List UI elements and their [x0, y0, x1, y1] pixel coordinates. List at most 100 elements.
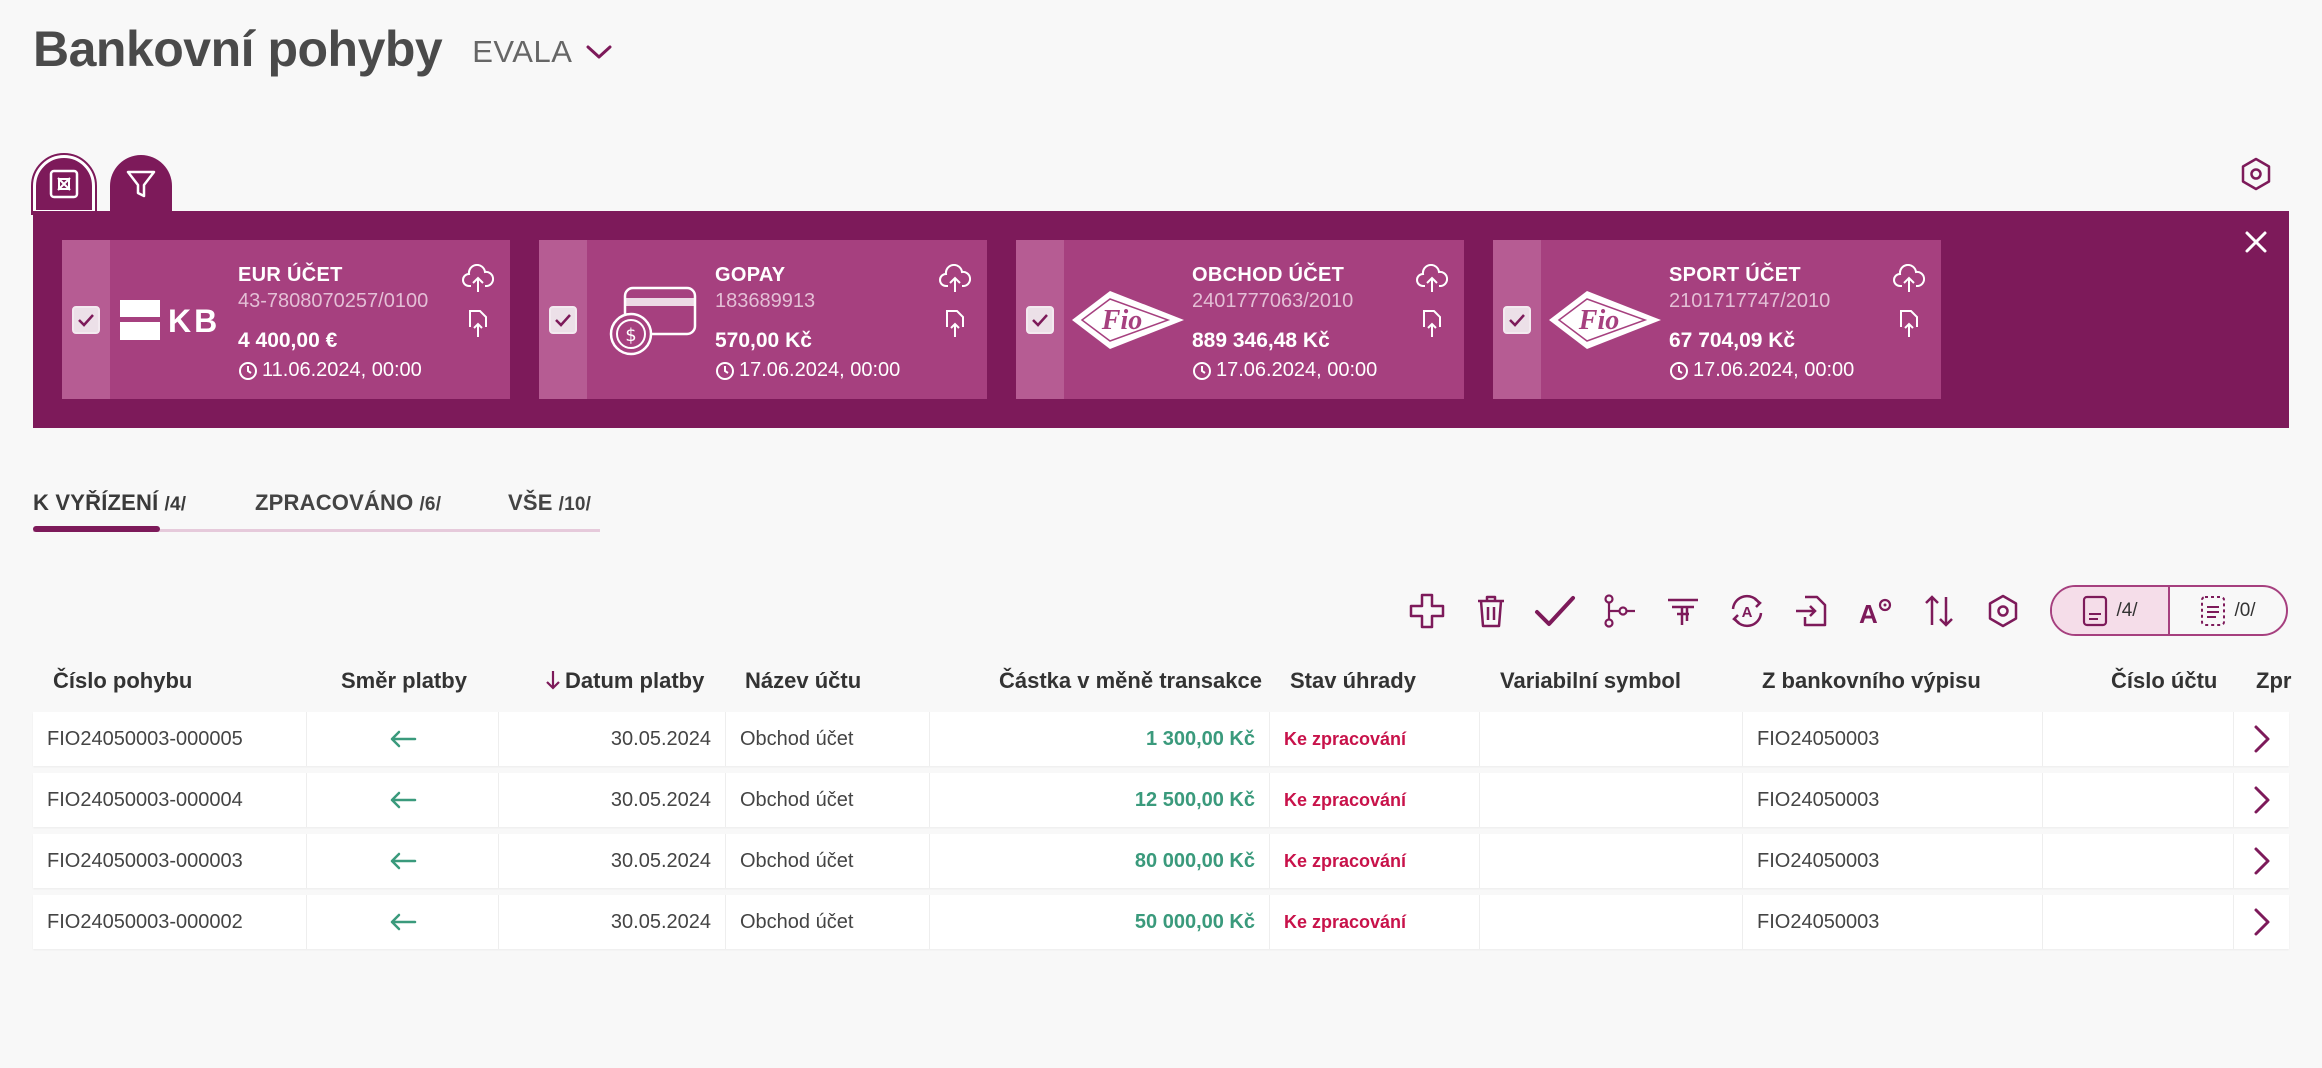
filter-lines-icon[interactable]	[1651, 582, 1715, 640]
cloud-upload-icon[interactable]	[1893, 263, 1926, 299]
cell-account: Obchod účet	[740, 788, 854, 811]
table-cell: Ke zpracování	[1270, 712, 1480, 766]
cloud-upload-icon[interactable]	[939, 263, 972, 299]
chevron-right-icon[interactable]	[2234, 773, 2289, 827]
cell-id: FIO24050003-000004	[47, 788, 243, 811]
table-cell: FIO24050003-000003	[33, 834, 307, 888]
delete-icon[interactable]	[1459, 582, 1523, 640]
status-badge: Ke zpracování	[1284, 850, 1407, 871]
account-card[interactable]: Fio SPORT ÚČET 2101717747/2010 67 704,09…	[1493, 240, 1941, 399]
document-dashed-icon	[2201, 595, 2226, 626]
chevron-right-icon[interactable]	[2234, 712, 2289, 766]
svg-text:A: A	[1859, 599, 1878, 629]
account-date: 17.06.2024, 00:00	[739, 359, 901, 381]
account-checkbox[interactable]	[72, 305, 100, 334]
text-settings-icon[interactable]: A	[1843, 582, 1907, 640]
clock-icon	[1193, 361, 1211, 380]
column-header[interactable]: Variabilní symbol	[1500, 668, 1681, 693]
table-cell	[1480, 895, 1743, 949]
account-balance: 570,00 Kč	[715, 329, 812, 352]
column-header[interactable]: Zpr	[2256, 668, 2292, 693]
column-header[interactable]: Název účtu	[745, 668, 862, 693]
account-checkbox[interactable]	[1503, 305, 1531, 334]
table-row[interactable]: FIO24050003-000002 30.05.2024 Obchod účet 5…	[33, 895, 2289, 949]
tab-label: ZPRACOVÁNO	[255, 490, 414, 515]
chevron-right-icon[interactable]	[2234, 834, 2289, 888]
column-header[interactable]: Číslo účtu	[2111, 668, 2218, 693]
file-upload-icon[interactable]	[1895, 307, 1923, 344]
account-checkbox[interactable]	[1026, 305, 1054, 334]
account-number: 2401777063/2010	[1192, 290, 1354, 312]
fio-logo: Fio	[1064, 240, 1192, 399]
accounts-panel-tab[interactable]	[31, 153, 97, 215]
page-header: Bankovní pohyby EVALA	[33, 20, 612, 78]
add-icon[interactable]	[1395, 582, 1459, 640]
file-upload-icon[interactable]	[464, 307, 492, 344]
sort-icon[interactable]	[1907, 582, 1971, 640]
table-cell: FIO24050003-000005	[33, 712, 307, 766]
tab-zpracovano[interactable]: ZPRACOVÁNO/6/	[255, 490, 441, 516]
chevron-right-icon[interactable]	[2234, 895, 2289, 949]
column-header[interactable]: Stav úhrady	[1290, 668, 1416, 693]
cell-account: Obchod účet	[740, 849, 854, 872]
tab-k-vyrizeni[interactable]: K VYŘÍZENÍ/4/	[33, 490, 186, 516]
tab-label: K VYŘÍZENÍ	[33, 490, 159, 515]
account-card[interactable]: Fio OBCHOD ÚČET 2401777063/2010 889 346,…	[1016, 240, 1464, 399]
table-cell	[2043, 773, 2234, 827]
settings-icon[interactable]	[1971, 582, 2035, 640]
file-upload-icon[interactable]	[941, 307, 969, 344]
clock-icon	[716, 361, 734, 380]
detail-view-button[interactable]: /0/	[2170, 587, 2286, 634]
column-header[interactable]: Číslo pohybu	[53, 668, 193, 693]
incoming-arrow-icon	[307, 712, 499, 766]
account-card[interactable]: $ GOPAY 183689913 570,00 Kč 17.06.2024, …	[539, 240, 987, 399]
column-header-sorted[interactable]: Datum platby	[545, 668, 704, 694]
svg-text:$: $	[625, 325, 636, 346]
table-cell	[2043, 834, 2234, 888]
table-cell: FIO24050003	[1743, 834, 2043, 888]
accounts-panel: KB EUR ÚČET 43-7808070257/0100 4 400,00 …	[33, 211, 2289, 428]
table-cell: Ke zpracování	[1270, 895, 1480, 949]
column-header[interactable]: Směr platby	[341, 668, 467, 693]
column-header[interactable]: Z bankovního výpisu	[1762, 668, 1981, 693]
table-row[interactable]: FIO24050003-000004 30.05.2024 Obchod účet 1…	[33, 773, 2289, 827]
auto-assign-icon[interactable]: A	[1715, 582, 1779, 640]
detail-view-count: /0/	[2234, 599, 2256, 621]
table-row[interactable]: FIO24050003-000005 30.05.2024 Obchod účet 1…	[33, 712, 2289, 766]
account-checkbox[interactable]	[549, 305, 577, 334]
approve-icon[interactable]	[1523, 582, 1587, 640]
account-balance: 889 346,48 Kč	[1192, 329, 1330, 352]
transactions-table: Číslo pohybu Směr platby Datum platby Ná…	[33, 660, 2292, 956]
table-cell: FIO24050003	[1743, 712, 2043, 766]
panel-settings-icon[interactable]	[2238, 156, 2274, 197]
table-cell	[1480, 712, 1743, 766]
close-icon[interactable]	[2243, 229, 2269, 260]
arrow-down-icon	[546, 671, 560, 690]
import-icon[interactable]	[1779, 582, 1843, 640]
company-selector[interactable]: EVALA	[472, 34, 612, 70]
filter-panel-tab[interactable]	[110, 155, 172, 213]
workflow-icon[interactable]	[1587, 582, 1651, 640]
svg-text:A: A	[1742, 604, 1753, 621]
amount: 1 300,00 Kč	[1146, 727, 1255, 750]
table-cell: Obchod účet	[726, 712, 930, 766]
table-row[interactable]: FIO24050003-000003 30.05.2024 Obchod účet 8…	[33, 834, 2289, 888]
tab-count: /4/	[164, 494, 187, 515]
check-icon	[555, 313, 571, 327]
account-card[interactable]: KB EUR ÚČET 43-7808070257/0100 4 400,00 …	[62, 240, 510, 399]
table-cell: 30.05.2024	[499, 834, 726, 888]
company-name: EVALA	[472, 34, 573, 69]
cell-id: FIO24050003-000005	[47, 727, 243, 750]
tab-vse[interactable]: VŠE/10/	[508, 490, 591, 516]
list-view-button[interactable]: /4/	[2052, 587, 2170, 634]
check-icon	[78, 313, 94, 327]
file-upload-icon[interactable]	[1418, 307, 1446, 344]
table-cell: Obchod účet	[726, 834, 930, 888]
table-cell	[1480, 773, 1743, 827]
cloud-upload-icon[interactable]	[462, 263, 495, 299]
cell-date: 30.05.2024	[610, 788, 711, 811]
column-header-label: Datum platby	[565, 668, 705, 693]
cloud-upload-icon[interactable]	[1416, 263, 1449, 299]
column-header[interactable]: Částka v měně transakce	[999, 668, 1262, 693]
table-cell	[2043, 712, 2234, 766]
